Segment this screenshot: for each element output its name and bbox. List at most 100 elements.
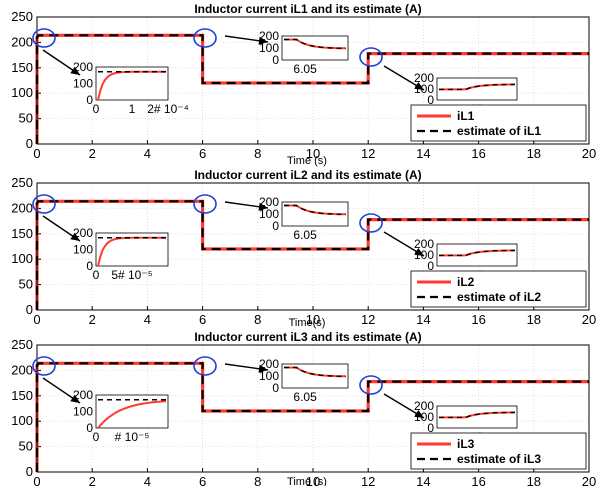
arrow-head <box>258 36 268 45</box>
x-tick-label: 0 <box>33 474 40 486</box>
inset-y-tick-label: 200 <box>414 399 434 413</box>
inset-x-tick-label: 1 <box>129 102 136 116</box>
inset-y-tick-label: 0 <box>272 381 279 395</box>
highlight-circle <box>193 194 217 214</box>
legend-label: estimate of iL3 <box>457 452 541 466</box>
inset-frame <box>436 77 518 101</box>
x-tick-label: 8 <box>254 474 261 486</box>
x-tick-label: 10 <box>306 146 320 161</box>
x-tick-label: 6 <box>199 474 206 486</box>
inset-x-tick-label: 0 <box>93 102 100 116</box>
inset-y-tick-label: 100 <box>414 410 434 424</box>
x-tick-label: 4 <box>144 474 151 486</box>
legend-box <box>410 270 587 308</box>
inset-x-tick-label: 6.05 <box>293 390 317 404</box>
inset-y-tick-label: 0 <box>272 219 279 233</box>
axes-frame <box>36 16 590 145</box>
arrow-head <box>414 247 424 256</box>
inset-y-tick-label: 0 <box>86 259 93 273</box>
x-tick-label: 12 <box>361 146 375 161</box>
inset-y-tick-label: 200 <box>259 357 279 371</box>
inset-y-tick-label: 0 <box>272 53 279 67</box>
y-tick-label: 200 <box>11 362 33 377</box>
legend-box <box>410 104 587 142</box>
chart-title: Inductor current iL2 and its estimate (A… <box>194 168 421 182</box>
legend-label: iL3 <box>457 437 475 451</box>
highlight-circle <box>32 28 56 48</box>
y-tick-label: 250 <box>11 175 33 190</box>
x-tick-label: 14 <box>416 474 430 486</box>
inset-x-tick-label: # 10⁻⁵ <box>115 430 150 444</box>
x-tick-label: 20 <box>582 474 596 486</box>
x-tick-label: 10 <box>306 312 320 327</box>
x-tick-label: 2 <box>89 474 96 486</box>
inset-frame <box>436 243 518 267</box>
x-tick-label: 16 <box>471 312 485 327</box>
x-tick-label: 2 <box>89 146 96 161</box>
highlight-circle <box>359 47 383 67</box>
y-tick-label: 250 <box>11 337 33 352</box>
chart-title: Inductor current iL1 and its estimate (A… <box>194 2 421 16</box>
panel-2: Inductor current iL2 and its estimate (A… <box>11 168 596 329</box>
inset-frame <box>436 405 518 429</box>
y-tick-label: 50 <box>19 277 33 292</box>
inset-estimate-line <box>284 204 346 216</box>
y-tick-label: 100 <box>11 85 33 100</box>
y-tick-label: 150 <box>11 226 33 241</box>
legend-label: estimate of iL1 <box>457 124 541 138</box>
y-tick-label: 150 <box>11 388 33 403</box>
arrow-head <box>70 394 80 403</box>
x-tick-label: 6 <box>199 312 206 327</box>
legend-label: estimate of iL2 <box>457 290 541 304</box>
inset-y-tick-label: 100 <box>414 248 434 262</box>
inset-y-tick-label: 0 <box>86 421 93 435</box>
y-tick-label: 150 <box>11 60 33 75</box>
arrow-head <box>414 409 424 418</box>
legend-box <box>410 432 587 470</box>
legend-label: iL1 <box>457 109 475 123</box>
x-tick-label: 12 <box>361 312 375 327</box>
inset-estimate-line <box>439 83 516 91</box>
x-axis-label: Time(s) <box>289 317 326 329</box>
inset-y-tick-label: 200 <box>259 195 279 209</box>
y-tick-label: 200 <box>11 200 33 215</box>
x-tick-label: 20 <box>582 146 596 161</box>
highlight-circle <box>32 356 56 376</box>
inset-x-tick-label: 0 <box>93 430 100 444</box>
y-tick-label: 250 <box>11 9 33 24</box>
x-tick-label: 18 <box>527 312 541 327</box>
y-tick-label: 200 <box>11 34 33 49</box>
x-axis-label: Time (s) <box>287 155 327 167</box>
inset-y-tick-label: 0 <box>86 93 93 107</box>
highlight-circle <box>193 356 217 376</box>
inset-estimate-line <box>439 411 516 419</box>
inset-estimate-line <box>284 38 346 49</box>
inset-y-tick-label: 100 <box>259 41 279 55</box>
x-tick-label: 4 <box>144 146 151 161</box>
inset-y-tick-label: 200 <box>414 71 434 85</box>
inset-x-tick-label: 6.05 <box>293 62 317 76</box>
highlight-circle <box>359 375 383 395</box>
inset-actual-line <box>97 400 167 429</box>
inset-y-tick-label: 0 <box>427 259 434 273</box>
arrow-head <box>70 66 80 75</box>
highlight-circle <box>193 28 217 48</box>
inset-x-tick-label: 2# 10⁻⁴ <box>147 102 189 116</box>
inset-y-tick-label: 100 <box>73 77 93 91</box>
panel-1: Inductor current iL1 and its estimate (A… <box>11 2 596 167</box>
inset-y-tick-label: 200 <box>414 237 434 251</box>
inset-y-tick-label: 200 <box>73 226 93 240</box>
x-tick-label: 16 <box>471 146 485 161</box>
inset-y-tick-label: 100 <box>259 369 279 383</box>
axes-frame <box>36 344 590 473</box>
inset-y-tick-label: 0 <box>427 93 434 107</box>
inset-estimate-line <box>439 249 516 257</box>
y-tick-label: 100 <box>11 413 33 428</box>
x-tick-label: 10 <box>306 474 320 486</box>
